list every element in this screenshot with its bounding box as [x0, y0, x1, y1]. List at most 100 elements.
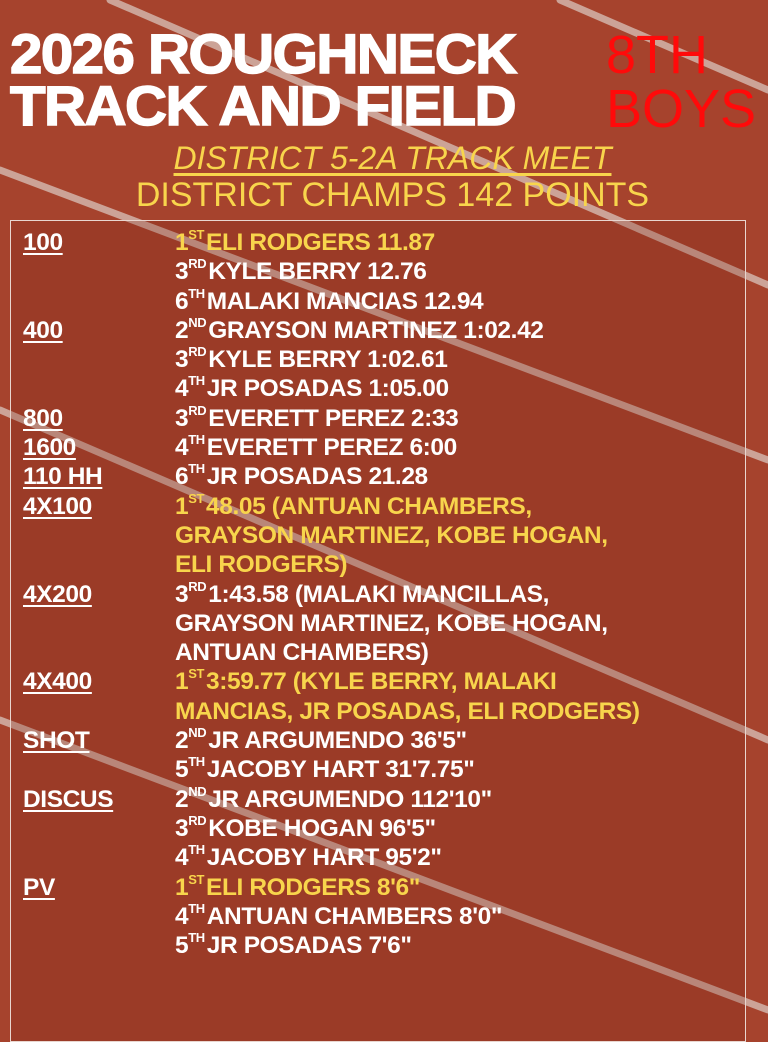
event-name: PV	[23, 873, 55, 901]
meet-result: DISTRICT CHAMPS 142 POINTS	[135, 176, 650, 214]
place: 1	[175, 229, 189, 256]
result-text: JR POSADAS 7'6"	[206, 932, 412, 960]
result-line: 2NDJR ARGUMENDO 112'10"	[175, 785, 743, 814]
result-line: 5THJACOBY HART 31'7.75"	[175, 755, 743, 784]
result-text: KOBE HOGAN 96'5"	[208, 814, 436, 842]
result-entry: 1ST3:59.77 (KYLE BERRY, MALAKI MANCIAS, J…	[175, 667, 743, 726]
result-text: JR POSADAS 1:05.00	[206, 375, 449, 403]
division-label: BOYS	[606, 79, 757, 139]
result-line: 4THANTUAN CHAMBERS 8'0"	[175, 902, 743, 931]
result-entry: 6THMALAKI MANCIAS 12.94	[175, 287, 743, 316]
event-results: 1STELI RODGERS 8'6" 4THANTUAN CHAMBERS 8'…	[175, 873, 743, 961]
result-entry: 6THJR POSADAS 21.28	[175, 462, 743, 491]
place: 2	[175, 785, 189, 813]
event-row: PV 1STELI RODGERS 8'6" 4THANTUAN CHAMBERS …	[23, 873, 743, 961]
place-suffix: TH	[188, 900, 205, 916]
result-text: GRAYSON MARTINEZ, KOBE HOGAN,	[175, 521, 608, 549]
result-text: ELI RODGERS)	[175, 551, 348, 579]
place-suffix: RD	[188, 402, 207, 418]
place: 3	[175, 346, 189, 374]
result-text: GRAYSON MARTINEZ 1:02.42	[208, 316, 544, 344]
result-entry: 3RDKOBE HOGAN 96'5"	[175, 814, 743, 843]
event-row: 1600 4THEVERETT PEREZ 6:00	[23, 433, 743, 462]
result-entry: 3RD1:43.58 (MALAKI MANCILLAS, GRAYSON MAR…	[175, 580, 743, 668]
event-name: 800	[23, 404, 63, 432]
event-results: 3RD1:43.58 (MALAKI MANCILLAS, GRAYSON MAR…	[175, 580, 743, 668]
track-lane-line	[556, 0, 768, 94]
event-row: 100 1STELI RODGERS 11.87 3RDKYLE BERRY 12.…	[23, 228, 743, 316]
result-text: ELI RODGERS 11.87	[206, 229, 435, 256]
place-suffix: ND	[188, 725, 207, 741]
result-entry: 3RDKYLE BERRY 1:02.61	[175, 345, 743, 374]
result-line: 2NDGRAYSON MARTINEZ 1:02.42	[175, 316, 743, 345]
place: 3	[175, 258, 189, 286]
place: 3	[175, 404, 189, 432]
event-results: 1ST48.05 (ANTUAN CHAMBERS, GRAYSON MARTIN…	[175, 492, 743, 580]
result-entry: 1ST48.05 (ANTUAN CHAMBERS, GRAYSON MARTIN…	[175, 492, 743, 580]
result-entry: 4THEVERETT PEREZ 6:00	[175, 433, 743, 462]
result-entry: 2NDJR ARGUMENDO 36'5"	[175, 726, 743, 755]
event-row: 4X200 3RD1:43.58 (MALAKI MANCILLAS, GRAYSO…	[23, 580, 743, 668]
event-name: SHOT	[23, 727, 90, 755]
track-lane-line	[0, 716, 768, 1014]
track-lane-line	[0, 406, 768, 744]
place: 3	[175, 814, 189, 842]
result-entry: 2NDGRAYSON MARTINEZ 1:02.42	[175, 316, 743, 345]
result-line: ELI RODGERS)	[175, 550, 743, 579]
event-name: 1600	[23, 434, 76, 462]
result-text: MANCIAS, JR POSADAS, ELI RODGERS)	[175, 697, 640, 725]
result-text: JR POSADAS 21.28	[206, 463, 428, 491]
place: 3	[175, 580, 189, 608]
result-entry: 3RDKYLE BERRY 12.76	[175, 257, 743, 286]
result-line: 3RD1:43.58 (MALAKI MANCILLAS,	[175, 580, 743, 609]
result-text: EVERETT PEREZ 2:33	[208, 404, 459, 432]
result-text: ELI RODGERS 8'6"	[206, 873, 420, 901]
result-line: 1STELI RODGERS 8'6"	[175, 873, 743, 902]
place-suffix: ND	[188, 783, 207, 799]
result-line: 1STELI RODGERS 11.87	[175, 228, 743, 257]
event-results: 4THEVERETT PEREZ 6:00	[175, 433, 743, 462]
event-name: 400	[23, 316, 63, 344]
place: 4	[175, 434, 189, 462]
title-line-1: 2026 ROUGHNECK	[9, 22, 518, 85]
result-entry: 1STELI RODGERS 8'6"	[175, 873, 743, 902]
result-line: 6THMALAKI MANCIAS 12.94	[175, 287, 743, 316]
place-suffix: TH	[188, 373, 205, 389]
result-line: 2NDJR ARGUMENDO 36'5"	[175, 726, 743, 755]
event-results: 1ST3:59.77 (KYLE BERRY, MALAKI MANCIAS, J…	[175, 667, 743, 726]
place-suffix: ND	[188, 314, 207, 330]
result-line: 4THJACOBY HART 95'2"	[175, 843, 743, 872]
result-text: MALAKI MANCIAS 12.94	[206, 287, 484, 315]
result-line: GRAYSON MARTINEZ, KOBE HOGAN,	[175, 609, 743, 638]
event-name: 4X200	[23, 580, 92, 608]
place: 2	[175, 316, 189, 344]
result-line: 5THJR POSADAS 7'6"	[175, 931, 743, 960]
result-entry: 2NDJR ARGUMENDO 112'10"	[175, 785, 743, 814]
result-text: KYLE BERRY 1:02.61	[208, 346, 448, 374]
place: 4	[175, 902, 189, 930]
place-suffix: TH	[188, 842, 205, 858]
result-text: JR ARGUMENDO 112'10"	[208, 785, 492, 813]
event-row: 4X400 1ST3:59.77 (KYLE BERRY, MALAKI MANCI…	[23, 667, 743, 726]
result-line: 6THJR POSADAS 21.28	[175, 462, 743, 491]
place: 4	[175, 844, 189, 872]
event-name: 100	[23, 229, 63, 256]
event-results: 2NDJR ARGUMENDO 36'5" 5THJACOBY HART 31'7…	[175, 726, 743, 785]
event-results: 1STELI RODGERS 11.87 3RDKYLE BERRY 12.76 6…	[175, 228, 743, 316]
event-name: 4X400	[23, 668, 92, 696]
place: 1	[175, 492, 189, 520]
result-text: EVERETT PEREZ 6:00	[206, 434, 458, 462]
result-line: GRAYSON MARTINEZ, KOBE HOGAN,	[175, 521, 743, 550]
place: 6	[175, 287, 189, 315]
event-name: 110 HH	[23, 463, 103, 491]
place-suffix: RD	[188, 344, 207, 360]
result-text: GRAYSON MARTINEZ, KOBE HOGAN,	[175, 609, 608, 637]
result-entry: 4THJR POSADAS 1:05.00	[175, 374, 743, 403]
place-suffix: RD	[188, 256, 207, 272]
place: 5	[175, 932, 189, 960]
place-suffix: TH	[188, 754, 205, 770]
event-name: DISCUS	[23, 785, 114, 813]
result-line: 3RDKOBE HOGAN 96'5"	[175, 814, 743, 843]
result-text: JACOBY HART 95'2"	[206, 844, 442, 872]
